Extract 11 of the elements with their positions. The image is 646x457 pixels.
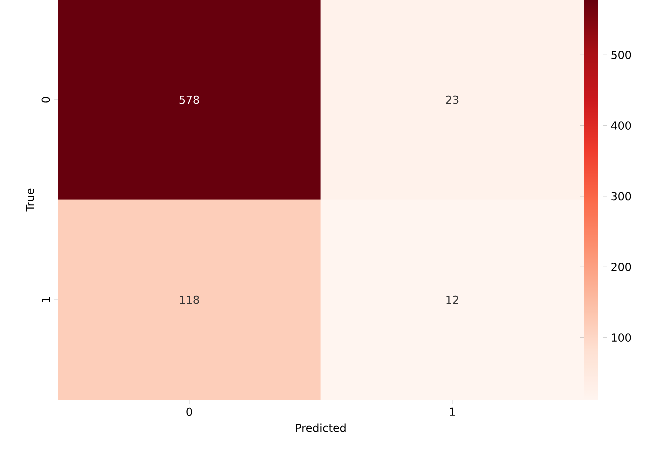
color-bar-label: 200 [612, 262, 632, 272]
data-label: 118 [180, 296, 200, 304]
color-bar-label: 500 [612, 50, 632, 60]
data-label: 12 [446, 296, 458, 304]
x-axis-title: Predicted [296, 424, 346, 432]
data-label: 578 [180, 96, 200, 104]
data-label: 23 [446, 96, 459, 104]
color-bar-label: 300 [612, 192, 632, 201]
y-axis-title: True [26, 188, 34, 212]
color-bar-label: 400 [611, 122, 632, 130]
color-bar-label: 100 [612, 334, 632, 342]
